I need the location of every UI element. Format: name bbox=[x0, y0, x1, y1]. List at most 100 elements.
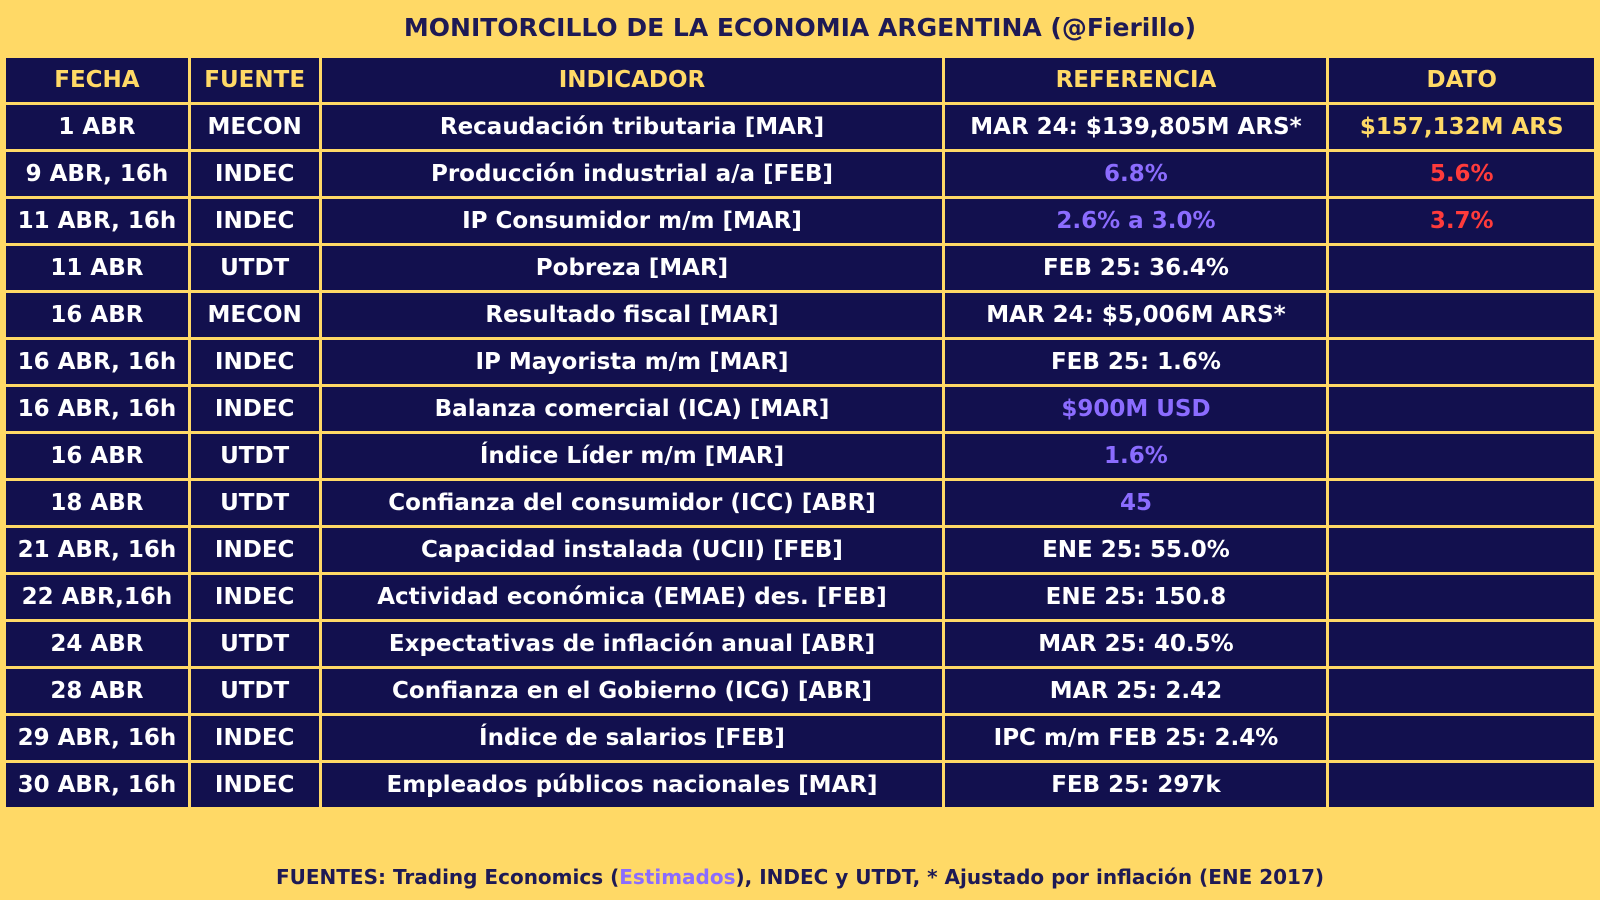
table-row: 9 ABR, 16h INDEC Producción industrial a/a… bbox=[3, 149, 1597, 199]
table-row: 21 ABR, 16h INDEC Capacidad instalada (UCI… bbox=[3, 525, 1597, 575]
cell-indicador: Balanza comercial (ICA) [MAR] bbox=[318, 384, 946, 434]
cell-dato bbox=[1326, 431, 1597, 481]
cell-fuente: INDEC bbox=[187, 572, 322, 622]
cell-dato bbox=[1326, 337, 1597, 387]
cell-indicador: Índice de salarios [FEB] bbox=[318, 713, 946, 763]
cell-dato bbox=[1326, 619, 1597, 669]
page-title: MONITORCILLO DE LA ECONOMIA ARGENTINA (@… bbox=[403, 13, 1197, 42]
cell-fecha: 22 ABR,16h bbox=[3, 572, 191, 622]
cell-referencia: $900M USD bbox=[942, 384, 1330, 434]
cell-dato: 5.6% bbox=[1326, 149, 1597, 199]
cell-referencia: MAR 25: 40.5% bbox=[942, 619, 1330, 669]
cell-dato: $157,132M ARS bbox=[1326, 102, 1597, 152]
cell-fuente: MECON bbox=[187, 102, 322, 152]
table-row: 11 ABR, 16h INDEC IP Consumidor m/m [MAR] 2… bbox=[3, 196, 1597, 246]
cell-fecha: 28 ABR bbox=[3, 666, 191, 716]
cell-indicador: Resultado fiscal [MAR] bbox=[318, 290, 946, 340]
cell-dato bbox=[1326, 666, 1597, 716]
cell-dato bbox=[1326, 290, 1597, 340]
cell-fuente: INDEC bbox=[187, 384, 322, 434]
cell-fuente: INDEC bbox=[187, 713, 322, 763]
cell-referencia: IPC m/m FEB 25: 2.4% bbox=[942, 713, 1330, 763]
cell-fuente: UTDT bbox=[187, 619, 322, 669]
header-fuente: FUENTE bbox=[187, 55, 322, 105]
cell-referencia: FEB 25: 36.4% bbox=[942, 243, 1330, 293]
cell-indicador: Confianza en el Gobierno (ICG) [ABR] bbox=[318, 666, 946, 716]
cell-fuente: UTDT bbox=[187, 243, 322, 293]
cell-fuente: UTDT bbox=[187, 666, 322, 716]
table-row: 22 ABR,16h INDEC Actividad económica (EMAE… bbox=[3, 572, 1597, 622]
cell-fuente: UTDT bbox=[187, 478, 322, 528]
cell-fecha: 11 ABR bbox=[3, 243, 191, 293]
cell-fuente: INDEC bbox=[187, 149, 322, 199]
cell-indicador: Empleados públicos nacionales [MAR] bbox=[318, 760, 946, 810]
cell-fuente: MECON bbox=[187, 290, 322, 340]
cell-referencia: ENE 25: 150.8 bbox=[942, 572, 1330, 622]
table-row: 16 ABR MECON Resultado fiscal [MAR] MAR 24:… bbox=[3, 290, 1597, 340]
header-dato: DATO bbox=[1326, 55, 1597, 105]
footer-estimates-word: Estimados bbox=[619, 865, 736, 889]
cell-fecha: 16 ABR bbox=[3, 290, 191, 340]
cell-referencia: FEB 25: 1.6% bbox=[942, 337, 1330, 387]
cell-indicador: Pobreza [MAR] bbox=[318, 243, 946, 293]
table-row: 16 ABR, 16h INDEC Balanza comercial (ICA) … bbox=[3, 384, 1597, 434]
table-row: 29 ABR, 16h INDEC Índice de salarios [FEB]… bbox=[3, 713, 1597, 763]
cell-fuente: INDEC bbox=[187, 760, 322, 810]
cell-dato bbox=[1326, 713, 1597, 763]
cell-dato bbox=[1326, 478, 1597, 528]
table-row: 1 ABR MECON Recaudación tributaria [MAR] MA… bbox=[3, 102, 1597, 152]
cell-dato: 3.7% bbox=[1326, 196, 1597, 246]
header-fecha: FECHA bbox=[3, 55, 191, 105]
cell-fecha: 30 ABR, 16h bbox=[3, 760, 191, 810]
cell-fecha: 21 ABR, 16h bbox=[3, 525, 191, 575]
table-header-row: FECHA FUENTE INDICADOR REFERENCIA DATO bbox=[3, 55, 1597, 105]
cell-fecha: 11 ABR, 16h bbox=[3, 196, 191, 246]
table-row: 24 ABR UTDT Expectativas de inflación anua… bbox=[3, 619, 1597, 669]
footer-prefix: FUENTES: Trading Economics ( bbox=[275, 865, 620, 889]
table-row: 16 ABR UTDT Índice Líder m/m [MAR] 1.6% bbox=[3, 431, 1597, 481]
cell-fecha: 18 ABR bbox=[3, 478, 191, 528]
cell-fecha: 29 ABR, 16h bbox=[3, 713, 191, 763]
table-row: 11 ABR UTDT Pobreza [MAR] FEB 25: 36.4% bbox=[3, 243, 1597, 293]
cell-fuente: UTDT bbox=[187, 431, 322, 481]
cell-dato bbox=[1326, 760, 1597, 810]
cell-indicador: Capacidad instalada (UCII) [FEB] bbox=[318, 525, 946, 575]
footer-suffix: ), INDEC y UTDT, * Ajustado por inflació… bbox=[735, 865, 1325, 889]
cell-fuente: INDEC bbox=[187, 337, 322, 387]
header-referencia: REFERENCIA bbox=[942, 55, 1330, 105]
cell-indicador: Producción industrial a/a [FEB] bbox=[318, 149, 946, 199]
cell-referencia: MAR 25: 2.42 bbox=[942, 666, 1330, 716]
cell-indicador: Índice Líder m/m [MAR] bbox=[318, 431, 946, 481]
cell-fecha: 16 ABR bbox=[3, 431, 191, 481]
cell-dato bbox=[1326, 572, 1597, 622]
cell-referencia: 45 bbox=[942, 478, 1330, 528]
economic-calendar-table: FECHA FUENTE INDICADOR REFERENCIA DATO 1… bbox=[3, 55, 1597, 810]
cell-fecha: 9 ABR, 16h bbox=[3, 149, 191, 199]
cell-indicador: IP Mayorista m/m [MAR] bbox=[318, 337, 946, 387]
cell-fecha: 1 ABR bbox=[3, 102, 191, 152]
cell-indicador: Actividad económica (EMAE) des. [FEB] bbox=[318, 572, 946, 622]
cell-referencia: MAR 24: $139,805M ARS* bbox=[942, 102, 1330, 152]
cell-indicador: IP Consumidor m/m [MAR] bbox=[318, 196, 946, 246]
header-indicador: INDICADOR bbox=[318, 55, 946, 105]
cell-indicador: Expectativas de inflación anual [ABR] bbox=[318, 619, 946, 669]
cell-dato bbox=[1326, 243, 1597, 293]
cell-fuente: INDEC bbox=[187, 196, 322, 246]
sources-footer: FUENTES: Trading Economics (Estimados), … bbox=[0, 862, 1600, 892]
cell-fecha: 24 ABR bbox=[3, 619, 191, 669]
cell-referencia: 2.6% a 3.0% bbox=[942, 196, 1330, 246]
table-row: 28 ABR UTDT Confianza en el Gobierno (ICG)… bbox=[3, 666, 1597, 716]
cell-indicador: Confianza del consumidor (ICC) [ABR] bbox=[318, 478, 946, 528]
cell-referencia: 1.6% bbox=[942, 431, 1330, 481]
cell-indicador: Recaudación tributaria [MAR] bbox=[318, 102, 946, 152]
cell-fecha: 16 ABR, 16h bbox=[3, 384, 191, 434]
table-row: 16 ABR, 16h INDEC IP Mayorista m/m [MAR] FE… bbox=[3, 337, 1597, 387]
cell-dato bbox=[1326, 525, 1597, 575]
cell-referencia: ENE 25: 55.0% bbox=[942, 525, 1330, 575]
cell-referencia: FEB 25: 297k bbox=[942, 760, 1330, 810]
cell-fuente: INDEC bbox=[187, 525, 322, 575]
table-row: 18 ABR UTDT Confianza del consumidor (ICC)… bbox=[3, 478, 1597, 528]
table-row: 30 ABR, 16h INDEC Empleados públicos nacio… bbox=[3, 760, 1597, 810]
cell-referencia: MAR 24: $5,006M ARS* bbox=[942, 290, 1330, 340]
cell-referencia: 6.8% bbox=[942, 149, 1330, 199]
